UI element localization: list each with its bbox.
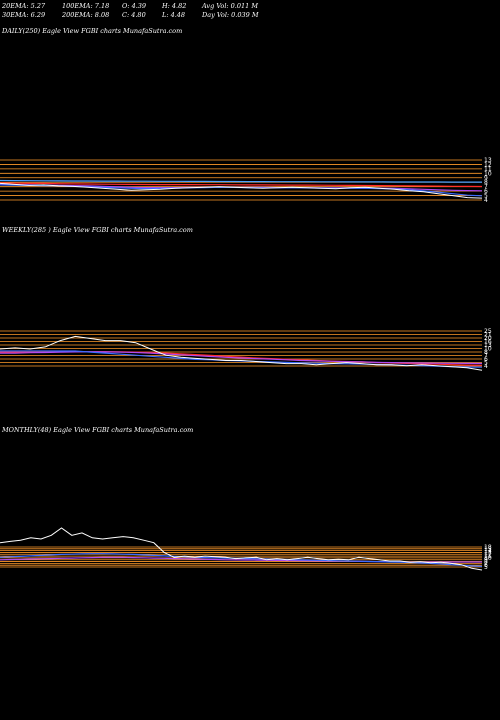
ema30-line — [0, 351, 483, 365]
level-tick-label: 8 — [484, 349, 488, 356]
open-label: O: 4.39 — [122, 2, 147, 10]
ema200-label: 200EMA: 8.08 — [62, 11, 110, 19]
level-tick-label: 18 — [484, 544, 492, 551]
level-tick-label: 10 — [484, 170, 492, 177]
level-tick-label: 15 — [484, 546, 492, 553]
level-tick-label: 13 — [484, 342, 492, 349]
daily-panel-title: DAILY(250) Eagle View FGBI charts Munafa… — [2, 27, 183, 35]
avg-vol-label: Avg Vol: 0.011 M — [202, 2, 259, 10]
level-tick-label: 25 — [484, 328, 492, 335]
ema30-label: 30EMA: 6.29 — [2, 11, 46, 19]
level-tick-label: 12 — [484, 551, 492, 558]
weekly-panel-title: WEEKLY(285 ) Eagle View FGBI charts Muna… — [2, 226, 193, 234]
level-tick-label: 7 — [484, 560, 488, 567]
day-vol-label: Day Vol: 0.039 M — [202, 11, 259, 19]
price-line — [0, 335, 483, 371]
level-tick-label: 6 — [484, 562, 488, 569]
level-tick-label: 5 — [484, 564, 488, 571]
level-tick-label: 4 — [484, 363, 488, 370]
monthly-panel-title: MONTHLY(48) Eagle View FGBI charts Munaf… — [2, 426, 194, 434]
level-tick-label: 10 — [484, 346, 492, 353]
level-tick-label: 6 — [484, 356, 488, 363]
level-tick-label: 4 — [484, 197, 488, 204]
level-tick-label: 11 — [484, 166, 492, 173]
level-tick-label: 21 — [484, 332, 492, 339]
high-label: H: 4.82 — [162, 2, 187, 10]
close-label: C: 4.80 — [122, 11, 146, 19]
price-line — [0, 527, 483, 571]
level-tick-label: 11 — [484, 553, 492, 560]
level-tick-label: 9 — [484, 557, 488, 564]
level-tick-label: 7 — [484, 353, 488, 360]
level-tick-label: 20 — [484, 335, 492, 342]
price-line — [0, 182, 483, 199]
level-tick-label: 16 — [484, 339, 492, 346]
level-tick-label: 7 — [484, 184, 488, 191]
ema200-line — [0, 179, 482, 183]
level-tick-label: 13 — [484, 549, 492, 556]
low-label: L: 4.48 — [162, 11, 186, 19]
level-tick-label: 12 — [484, 161, 492, 168]
ema100-line — [0, 182, 483, 188]
ema100-label: 100EMA: 7.18 — [62, 2, 110, 10]
level-tick-label: 8 — [484, 559, 488, 566]
level-tick-label: 9 — [484, 175, 488, 182]
level-tick-label: 5 — [484, 360, 488, 367]
ema20-label: 20EMA: 5.27 — [2, 2, 46, 10]
level-tick-label: 5 — [484, 193, 488, 200]
level-tick-label: 14 — [484, 548, 492, 555]
level-tick-label: 6 — [484, 188, 488, 195]
level-tick-label: 10 — [484, 555, 492, 562]
level-tick-label: 8 — [484, 179, 488, 186]
level-tick-label: 13 — [484, 157, 492, 164]
